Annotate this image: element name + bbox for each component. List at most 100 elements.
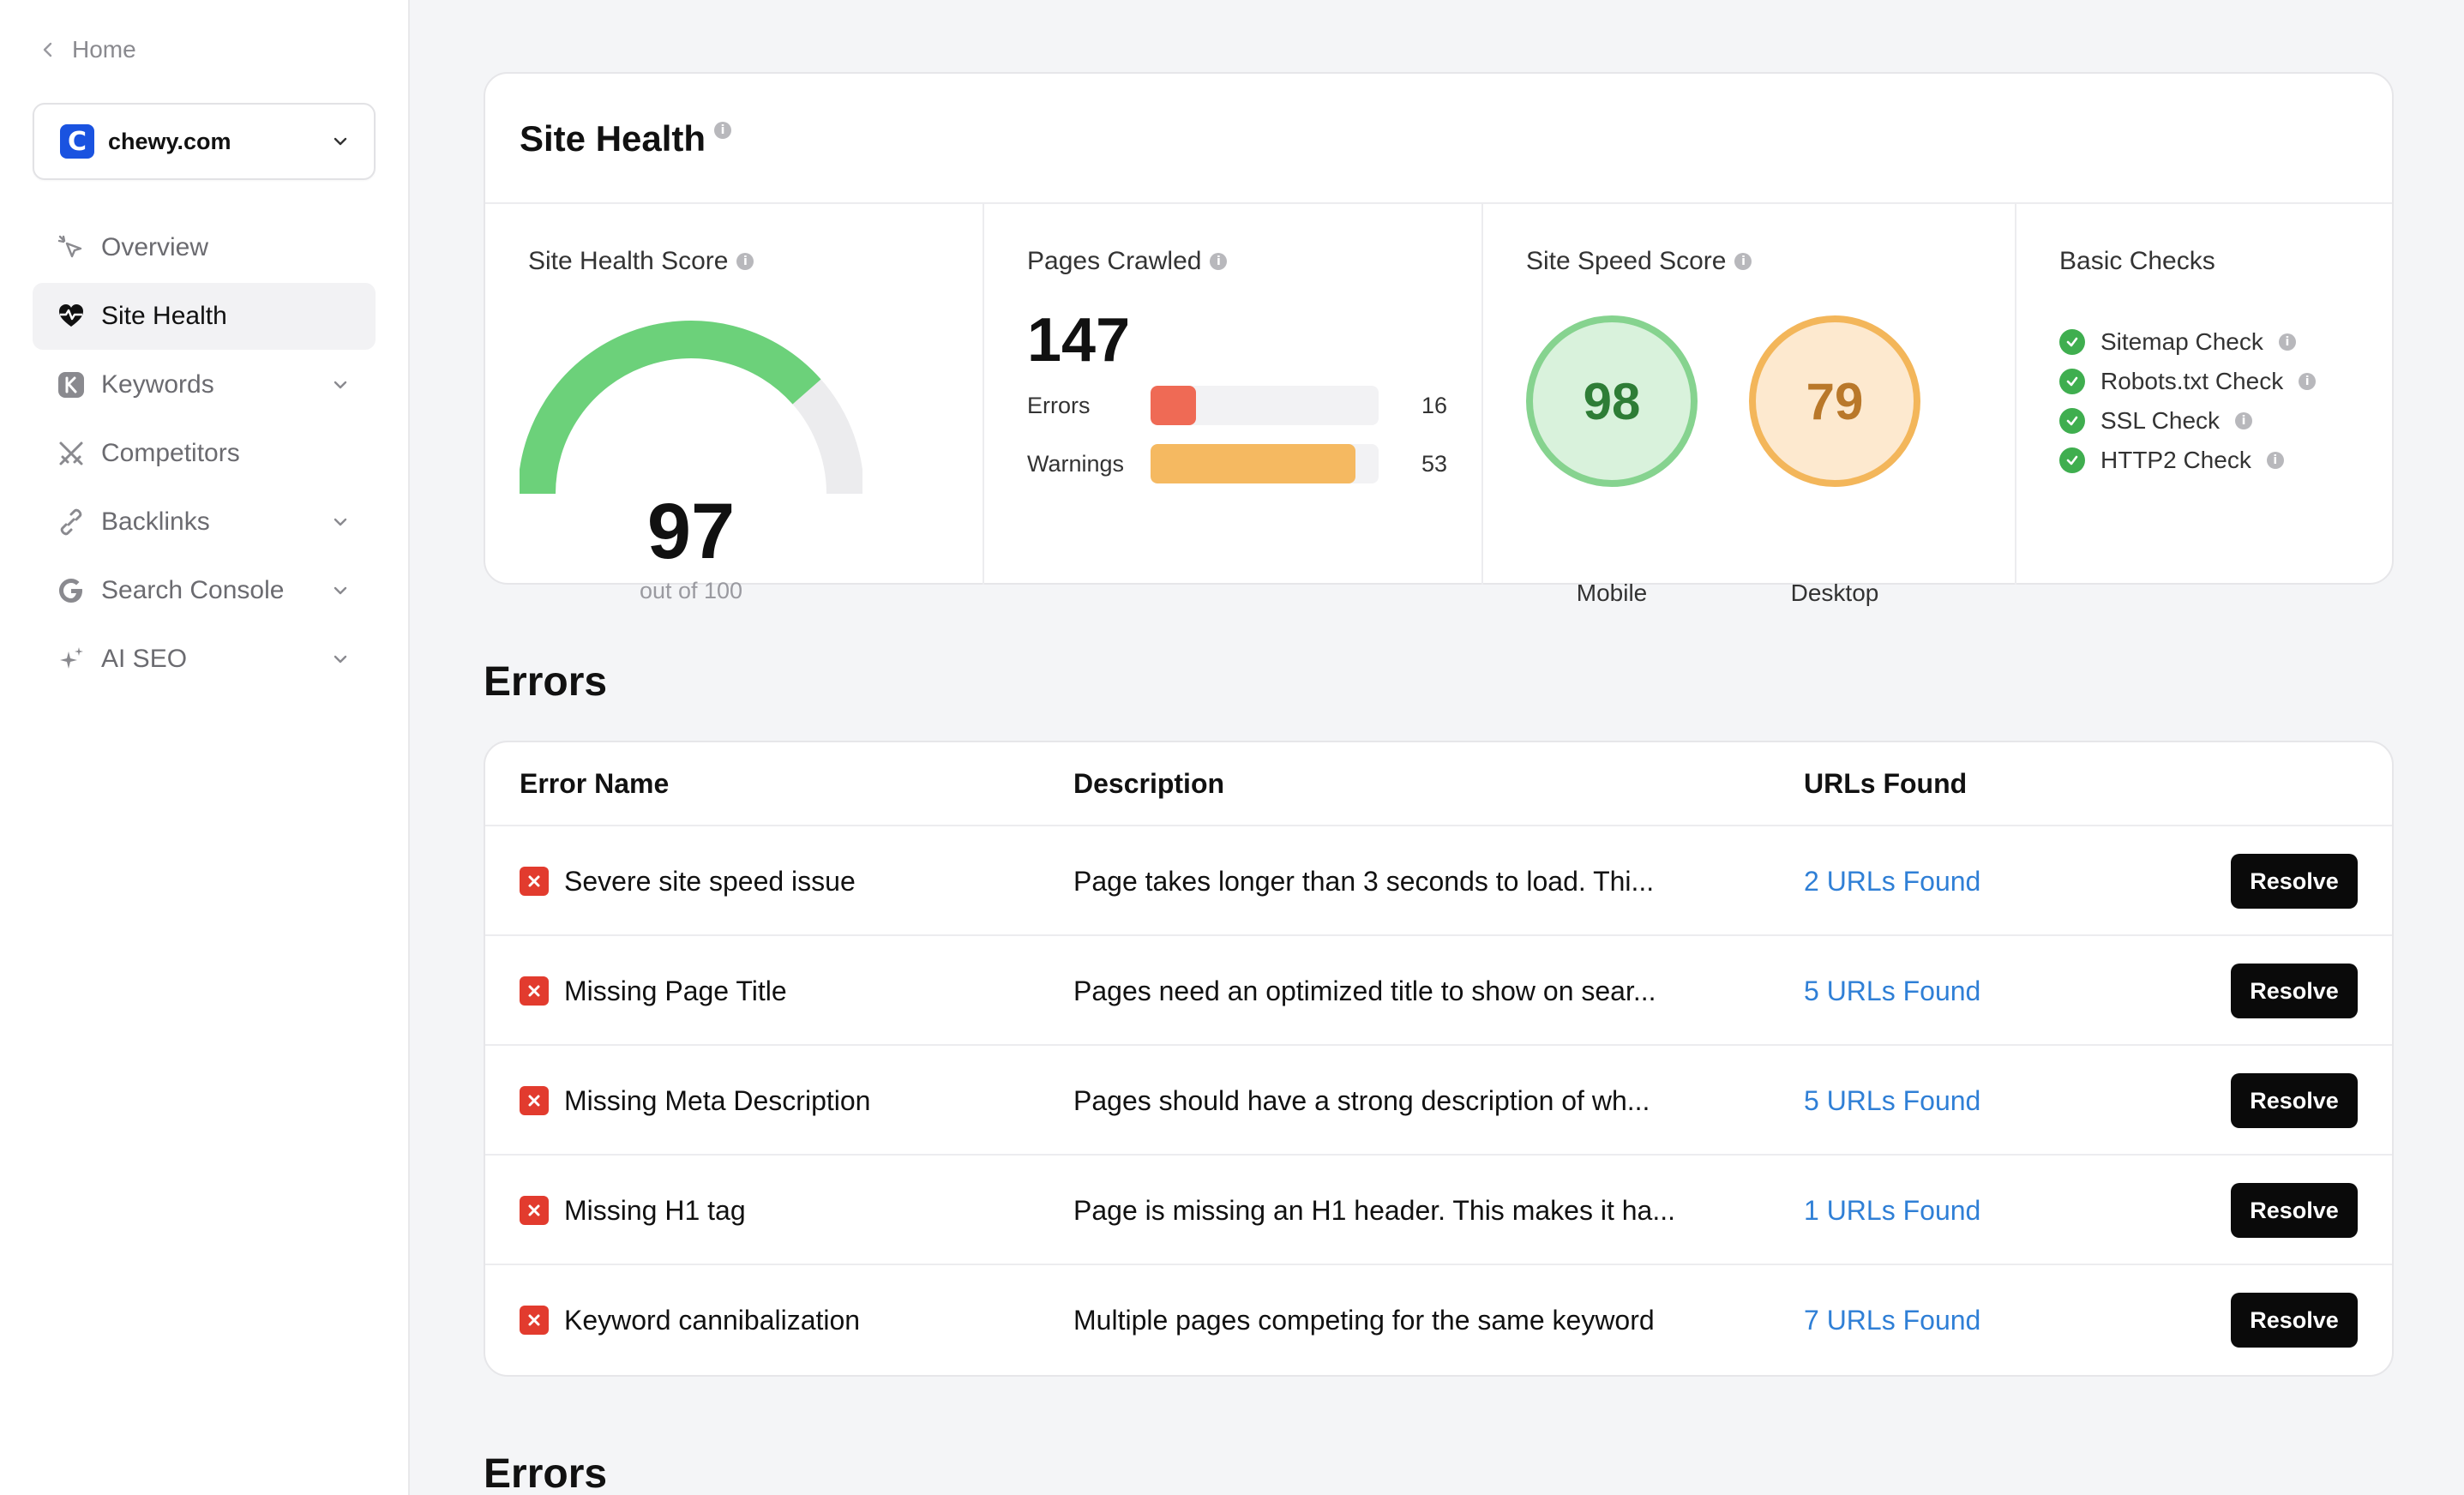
sidebar-item-label: Site Health [101, 302, 227, 330]
resolve-button[interactable]: Resolve [2231, 1073, 2358, 1128]
errors-bar-row: Errors 16 [1027, 386, 1447, 425]
sidebar-item-site-health[interactable]: Site Health [33, 283, 376, 350]
swords-icon [57, 439, 86, 468]
chevron-left-icon [43, 42, 52, 57]
site-logo-icon: C [60, 124, 94, 159]
sidebar-item-competitors[interactable]: Competitors [33, 420, 376, 487]
column-header-urls-found: URLs Found [1804, 768, 1968, 799]
warnings-bar-track [1151, 444, 1379, 483]
error-name-cell: Missing Meta Description [520, 1046, 870, 1156]
error-x-icon [520, 1196, 549, 1225]
info-icon[interactable]: i [2235, 412, 2253, 429]
sidebar-nav: Overview Site Health Keywords Competitor… [33, 214, 376, 694]
resolve-button[interactable]: Resolve [2231, 854, 2358, 909]
basic-checks-panel: Basic Checks Sitemap Check i Robots.txt … [2016, 204, 2392, 585]
info-icon[interactable]: i [1210, 253, 1228, 270]
urls-found-link[interactable]: 2 URLs Found [1804, 865, 1981, 897]
sidebar-item-keywords[interactable]: Keywords [33, 351, 376, 418]
error-name: Severe site speed issue [564, 865, 856, 897]
table-row: Missing Meta Description Pages should ha… [485, 1046, 2392, 1156]
check-item: Robots.txt Check i [2059, 362, 2317, 401]
pages-crawled-count: 147 [1027, 306, 1131, 375]
error-x-icon [520, 1306, 549, 1335]
check-circle-icon [2059, 447, 2085, 473]
urls-found-link[interactable]: 1 URLs Found [1804, 1194, 1981, 1226]
stat-title: Pages Crawled i [1027, 247, 1228, 276]
chevron-down-icon [334, 655, 347, 663]
urls-found-link[interactable]: 5 URLs Found [1804, 975, 1981, 1006]
sidebar-item-label: Competitors [101, 439, 240, 467]
error-x-icon [520, 976, 549, 1006]
stat-title-text: Pages Crawled [1027, 247, 1202, 275]
site-health-card: Site Health i Site Health Score i 97 out… [484, 72, 2394, 606]
error-description: Page is missing an H1 header. This makes… [1073, 1194, 1675, 1226]
stat-title-text: Site Speed Score [1526, 247, 1727, 275]
stat-title: Site Speed Score i [1526, 247, 1752, 276]
error-description: Page takes longer than 3 seconds to load… [1073, 865, 1655, 897]
warnings-count: 53 [1421, 450, 1447, 477]
warnings-bar-label: Warnings [1027, 450, 1125, 477]
divider [485, 202, 2392, 204]
error-name: Keyword cannibalization [564, 1304, 861, 1336]
check-circle-icon [2059, 408, 2085, 434]
health-score-value: 97 [646, 488, 736, 575]
sidebar-item-search-console[interactable]: Search Console [33, 557, 376, 624]
cursor-click-icon [57, 233, 86, 262]
error-name: Missing Page Title [564, 975, 787, 1006]
info-icon[interactable]: i [736, 253, 754, 270]
check-circle-icon [2059, 329, 2085, 355]
errors-bar-label: Errors [1027, 392, 1091, 418]
sidebar-item-ai-seo[interactable]: AI SEO [33, 626, 376, 693]
errors-section-title: Errors [484, 659, 608, 705]
warnings-bar-fill [1151, 444, 1356, 483]
chevron-down-icon [334, 137, 347, 146]
resolve-button[interactable]: Resolve [2231, 964, 2358, 1018]
health-score-max: out of 100 [639, 578, 743, 603]
resolve-button[interactable]: Resolve [2231, 1293, 2358, 1348]
column-header-description: Description [1073, 768, 1225, 799]
error-name-cell: Keyword cannibalization [520, 1265, 860, 1375]
error-name-cell: Missing H1 tag [520, 1156, 746, 1265]
errors-bar-track [1151, 386, 1379, 425]
mobile-label: Mobile [1576, 579, 1648, 606]
stat-title-text: Site Health Score [528, 247, 729, 275]
resolve-button[interactable]: Resolve [2231, 1183, 2358, 1238]
check-label: SSL Check [2100, 407, 2221, 434]
check-label: Sitemap Check [2100, 328, 2263, 355]
urls-found-link[interactable]: 7 URLs Found [1804, 1304, 1981, 1336]
pages-crawled-panel: Pages Crawled i 147 Errors 16 Warnings 5… [984, 204, 1483, 585]
info-icon[interactable]: i [714, 122, 732, 139]
info-icon[interactable]: i [2266, 452, 2284, 469]
home-label: Home [72, 36, 136, 63]
info-icon[interactable]: i [1734, 253, 1752, 270]
site-health-score-panel: Site Health Score i 97 out of 100 [485, 204, 984, 603]
link-icon [57, 507, 86, 537]
sidebar-item-label: Keywords [101, 370, 214, 399]
sidebar-item-label: Overview [101, 233, 209, 261]
urls-found-link[interactable]: 5 URLs Found [1804, 1084, 1981, 1116]
site-selector[interactable]: C chewy.com [33, 103, 376, 180]
column-header-error-name: Error Name [520, 768, 670, 799]
chevron-down-icon [334, 586, 347, 595]
stat-title: Basic Checks [2059, 247, 2215, 276]
error-description: Pages should have a strong description o… [1073, 1084, 1650, 1116]
stat-title-text: Basic Checks [2059, 247, 2215, 275]
errors-bar-fill [1151, 386, 1197, 425]
error-description: Multiple pages competing for the same ke… [1073, 1304, 1655, 1336]
error-name-cell: Missing Page Title [520, 936, 787, 1046]
table-row: Missing Page Title Pages need an optimiz… [485, 936, 2392, 1046]
check-label: Robots.txt Check [2100, 368, 2284, 394]
table-header: Error Name Description URLs Found [485, 742, 2392, 826]
sidebar-item-label: Backlinks [101, 507, 210, 536]
error-x-icon [520, 867, 549, 896]
error-x-icon [520, 1086, 549, 1115]
home-link[interactable]: Home [39, 36, 136, 63]
heart-pulse-icon [57, 302, 86, 331]
sidebar-item-backlinks[interactable]: Backlinks [33, 489, 376, 555]
chevron-down-icon [334, 518, 347, 526]
info-icon[interactable]: i [2299, 373, 2317, 390]
errors-count: 16 [1421, 392, 1447, 418]
check-circle-icon [2059, 369, 2085, 394]
info-icon[interactable]: i [2278, 333, 2296, 351]
sidebar-item-overview[interactable]: Overview [33, 214, 376, 281]
